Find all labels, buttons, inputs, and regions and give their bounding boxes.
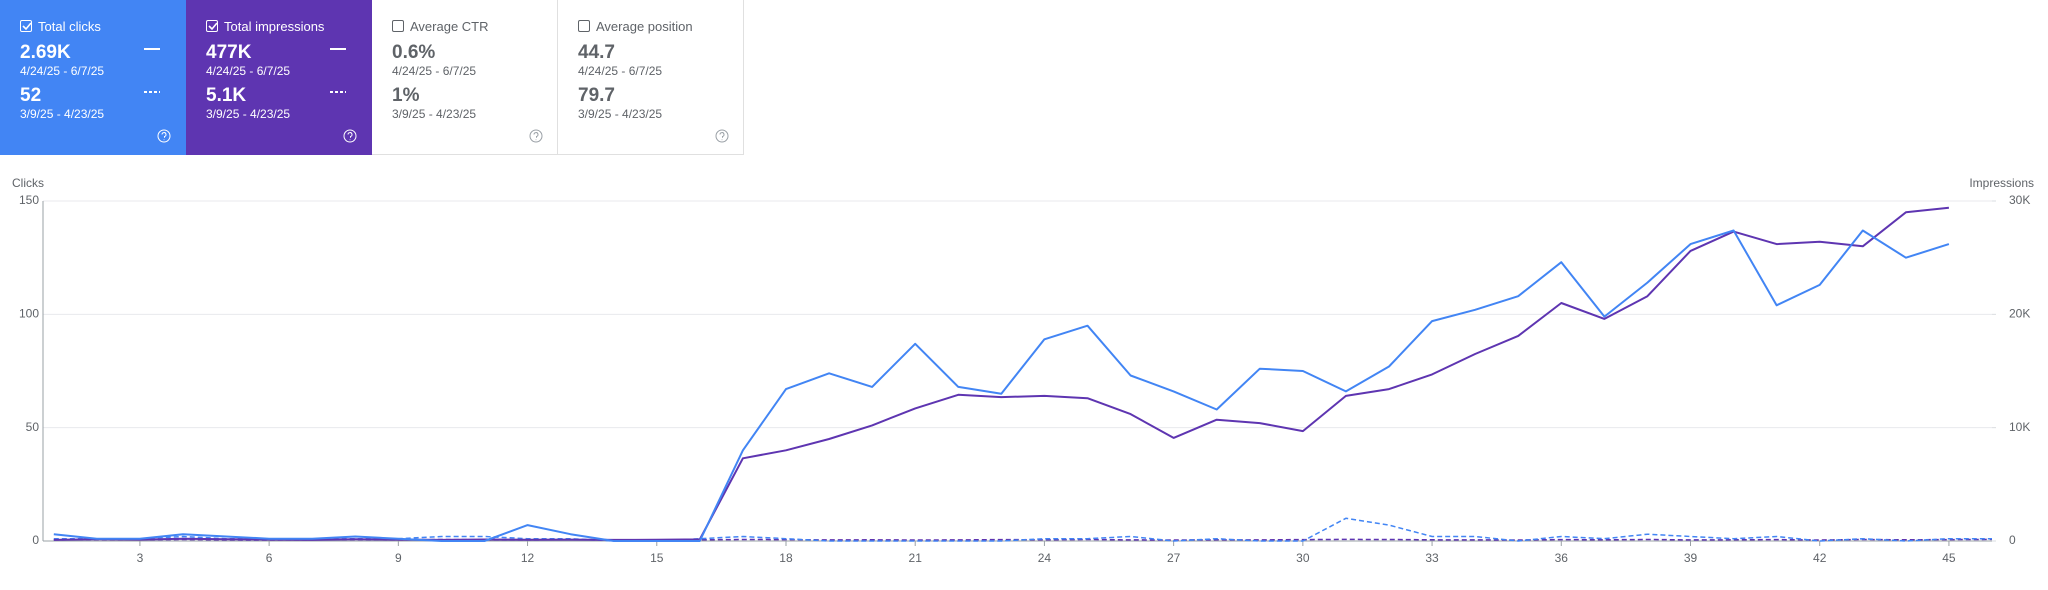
metric-card[interactable]: Average CTR 0.6% 4/24/25 - 6/7/25 1% 3/9/25 … [372, 0, 558, 155]
checkbox[interactable] [206, 20, 218, 32]
x-tick-label: 27 [1167, 551, 1181, 565]
help-icon[interactable] [715, 129, 729, 143]
current-value: 0.6% [392, 42, 436, 63]
help-glyph [533, 132, 539, 141]
previous-range: 3/9/25 - 4/23/25 [206, 107, 291, 121]
help-glyph [347, 132, 353, 141]
y2-tick-label: 20K [2009, 307, 2030, 321]
x-tick-label: 3 [137, 551, 144, 565]
current-value: 2.69K [20, 42, 71, 63]
x-tick-label: 6 [266, 551, 273, 565]
help-glyph [161, 132, 167, 141]
previous-value: 79.7 [578, 85, 615, 106]
x-tick-label: 39 [1684, 551, 1698, 565]
previous-value: 5.1K [206, 85, 247, 106]
x-tick-label: 45 [1942, 551, 1956, 565]
card-icons [22, 22, 171, 143]
current-range: 4/24/25 - 6/7/25 [206, 64, 291, 78]
y-axis-label: Clicks [12, 176, 44, 190]
check-mark [22, 22, 32, 31]
checkbox[interactable] [392, 20, 404, 32]
check-mark [208, 22, 218, 31]
help-icon[interactable] [343, 129, 357, 143]
y-tick-label: 150 [19, 193, 39, 207]
x-tick-label: 18 [779, 551, 793, 565]
help-icon[interactable] [157, 129, 171, 143]
current-line [53, 206, 1950, 541]
y-tick-label: 0 [32, 533, 39, 547]
y2-tick-label: 10K [2009, 420, 2030, 434]
previous-range: 3/9/25 - 4/23/25 [20, 107, 105, 121]
previous-range: 3/9/25 - 4/23/25 [578, 107, 663, 121]
x-tick-label: 30 [1296, 551, 1310, 565]
x-tick-label: 42 [1813, 551, 1827, 565]
metric-card[interactable]: Total impressions 477K 4/24/25 - 6/7/25 5.1… [186, 0, 372, 155]
y2-axis-label: Impressions [1969, 176, 2034, 190]
previous-value: 52 [20, 85, 42, 106]
x-tick-label: 9 [395, 551, 402, 565]
current-value: 44.7 [578, 42, 615, 63]
checkbox[interactable] [20, 20, 32, 32]
checkbox[interactable] [578, 20, 590, 32]
previous-range: 3/9/25 - 4/23/25 [392, 107, 477, 121]
y-tick-label: 50 [26, 420, 40, 434]
help-circle [715, 129, 729, 143]
card-icons [715, 129, 729, 143]
metric-label: Total clicks [38, 19, 101, 34]
y2-tick-label: 0 [2009, 533, 2016, 547]
current-value: 477K [206, 42, 252, 63]
x-tick-label: 15 [650, 551, 664, 565]
current-range: 4/24/25 - 6/7/25 [20, 64, 105, 78]
x-tick-label: 24 [1038, 551, 1052, 565]
x-tick-label: 21 [909, 551, 923, 565]
y2-tick-label: 30K [2009, 193, 2030, 207]
y-tick-label: 100 [19, 307, 39, 321]
metric-card[interactable]: Average position 44.7 4/24/25 - 6/7/25 79.7… [558, 0, 744, 155]
help-icon[interactable] [529, 129, 543, 143]
metric-label: Total impressions [224, 19, 325, 34]
previous-value: 1% [392, 85, 420, 106]
current-line [53, 229, 1950, 542]
metric-cards: Total clicks 2.69K 4/24/25 - 6/7/25 52 3/9/2… [0, 0, 744, 155]
help-glyph [719, 132, 725, 141]
current-range: 4/24/25 - 6/7/25 [392, 64, 477, 78]
x-tick-label: 36 [1555, 551, 1569, 565]
metric-label: Average CTR [410, 19, 489, 34]
card-icons [208, 22, 357, 143]
help-circle [529, 129, 543, 143]
help-circle [343, 129, 357, 143]
card-icons [529, 129, 543, 143]
x-tick-label: 12 [521, 551, 535, 565]
current-range: 4/24/25 - 6/7/25 [578, 64, 663, 78]
x-tick-label: 33 [1425, 551, 1439, 565]
metric-label: Average position [596, 19, 693, 34]
metric-card[interactable]: Total clicks 2.69K 4/24/25 - 6/7/25 52 3/9/2… [0, 0, 186, 155]
help-circle [157, 129, 171, 143]
